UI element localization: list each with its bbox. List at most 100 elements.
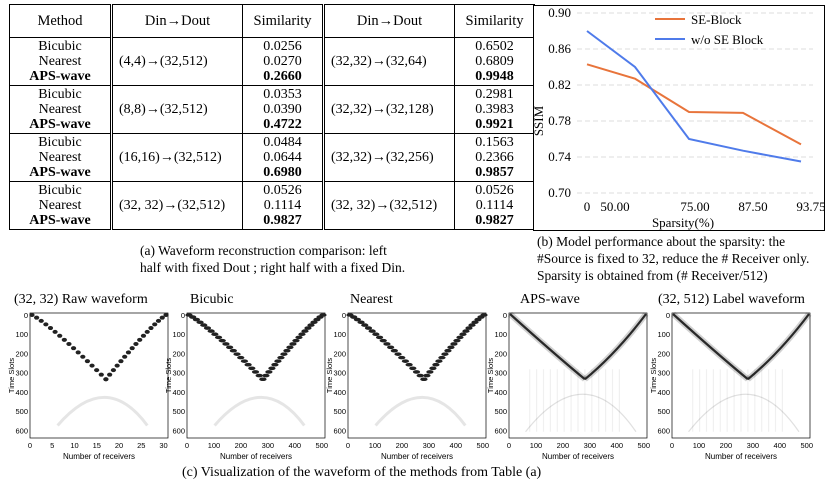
panel-ytick-label: 100 [494, 330, 507, 339]
caption-a-line1: (a) Waveform reconstruction comparison: … [140, 243, 387, 258]
panel-ytick-label: 600 [494, 426, 507, 435]
similarity-value: 0.1114 [475, 198, 514, 213]
similarity-value: 0.2660 [263, 69, 302, 84]
header-similarity-right: Similarity [454, 4, 535, 38]
similarity-cell: 0.0353 0.0390 0.4722 [242, 85, 324, 134]
panel-ytick-label: 500 [494, 407, 507, 416]
chart-ytick-label: 0.82 [548, 77, 571, 92]
chart-ytick-label: 0.74 [548, 149, 571, 164]
panel-xtick-label: 25 [137, 441, 145, 450]
series-line-wo-se-block [586, 30, 802, 163]
method-name: APS-wave [29, 69, 91, 84]
similarity-value: 0.1114 [263, 198, 302, 213]
waveform-image [185, 313, 327, 427]
method-name: Bicubic [38, 135, 82, 150]
panel-ylabel: Time Slots [650, 358, 658, 393]
panel-xtick-label: 400 [774, 441, 787, 450]
panel-title: Nearest [350, 292, 393, 307]
panel-xtick-label: 400 [611, 441, 624, 450]
chart-xlabel: Sparsity(%) [652, 215, 714, 230]
similarity-value: 0.0644 [263, 150, 302, 165]
panel-xtick-label: 100 [693, 441, 706, 450]
panel-ytick-label: 600 [657, 426, 670, 435]
waveform-panel: 0 100 200 300 400 500 600 Time Slots 0 100 200 300 4… [165, 311, 329, 461]
panel-ytick-label: 500 [15, 407, 28, 416]
panel-ytick-label: 600 [333, 426, 346, 435]
method-name: Bicubic [38, 183, 82, 198]
caption-c: (c) Visualization of the waveform of the… [182, 465, 542, 480]
panel-ylabel: Time Slots [326, 358, 334, 393]
panel-ytick-label: 400 [172, 388, 185, 397]
panel-xtick-label: 5 [50, 441, 54, 450]
similarity-cell: 0.6502 0.6809 0.9948 [454, 37, 535, 86]
waveform-image [346, 313, 488, 427]
dims-cell: (32, 32)→(32,512) [322, 181, 455, 230]
panel-ytick-label: 300 [494, 369, 507, 378]
panel-xtick-label: 100 [369, 441, 382, 450]
similarity-value: 0.2366 [475, 150, 514, 165]
similarity-value: 0.3983 [475, 102, 514, 117]
panel-xtick-label: 200 [720, 441, 733, 450]
panel-xtick-label: 200 [235, 441, 248, 450]
similarity-value: 0.6809 [475, 54, 514, 69]
table-row: Bicubic Nearest APS-wave (16,16)→(32,512) 0.… [9, 133, 535, 182]
chart-ytick-label: 0.86 [548, 41, 571, 56]
panel-xtick-label: 400 [450, 441, 463, 450]
comparison-table: Method Din→Dout Similarity Din→Dout Simi… [9, 4, 535, 230]
panel-xtick-label: 100 [208, 441, 221, 450]
panel-ytick-label: 0 [342, 311, 346, 320]
dims-cell: (16,16)→(32,512) [110, 133, 243, 182]
panel-xtick-label: 500 [801, 441, 814, 450]
dims-cell: (32,32)→(32,64) [322, 37, 455, 86]
panel-ytick-label: 600 [15, 426, 28, 435]
waveform-image [670, 311, 812, 433]
caption-b-line3: Sparsity is obtained from (# Receiver/51… [537, 268, 768, 283]
panel-ytick-label: 400 [494, 388, 507, 397]
table-header-row: Method Din→Dout Similarity Din→Dout Simi… [9, 4, 535, 38]
panel-xtick-label: 0 [670, 441, 674, 450]
similarity-value: 0.9948 [475, 69, 514, 84]
method-name: Nearest [38, 102, 82, 117]
chart-ylabel: SSIM [533, 105, 546, 136]
method-name: APS-wave [29, 117, 91, 132]
panel-ytick-label: 400 [657, 388, 670, 397]
panel-ytick-label: 400 [333, 388, 346, 397]
header-din-dout-right: Din→Dout [322, 4, 455, 38]
method-cell: Bicubic Nearest APS-wave [9, 181, 112, 230]
panel-ytick-label: 200 [333, 349, 346, 358]
panel-ytick-label: 300 [15, 369, 28, 378]
panel-ylabel: Time Slots [487, 358, 495, 393]
panel-xtick-label: 500 [316, 441, 329, 450]
similarity-value: 0.1563 [475, 135, 514, 150]
header-method: Method [9, 4, 112, 38]
panel-ytick-label: 500 [333, 407, 346, 416]
table-row: Bicubic Nearest APS-wave (8,8)→(32,512) 0.03… [9, 85, 535, 134]
waveform-image [507, 311, 649, 433]
panel-ytick-label: 300 [657, 369, 670, 378]
panel-title: (32, 32) Raw waveform [14, 292, 148, 307]
dims-cell: (8,8)→(32,512) [110, 85, 243, 134]
method-name: Nearest [38, 150, 82, 165]
panel-xtick-label: 15 [93, 441, 101, 450]
panel-ytick-label: 100 [657, 330, 670, 339]
similarity-value: 0.0526 [475, 183, 514, 198]
similarity-value: 0.9827 [263, 213, 302, 228]
panel-xtick-label: 200 [557, 441, 570, 450]
panel-xtick-label: 0 [507, 441, 511, 450]
header-din-dout-left: Din→Dout [110, 4, 243, 38]
similarity-value: 0.9857 [475, 165, 514, 180]
dims-cell: (4,4)→(32,512) [110, 37, 243, 86]
similarity-cell: 0.2981 0.3983 0.9921 [454, 85, 535, 134]
panel-ytick-label: 200 [172, 349, 185, 358]
panel-xtick-label: 300 [747, 441, 760, 450]
ssim-sparsity-chart: 0.90 0.86 0.82 0.78 0.74 0.70 0 50.00 75.00 87.5… [533, 5, 825, 231]
similarity-cell: 0.0484 0.0644 0.6980 [242, 133, 324, 182]
header-similarity-left: Similarity [242, 4, 324, 38]
panel-ylabel: Time Slots [8, 358, 16, 393]
panel-xtick-label: 100 [530, 441, 543, 450]
caption-b-line2: #Source is fixed to 32, reduce the # Rec… [537, 251, 810, 266]
panel-title: APS-wave [520, 292, 580, 307]
panel-ytick-label: 600 [172, 426, 185, 435]
similarity-value: 0.0526 [263, 183, 302, 198]
table-row: Bicubic Nearest APS-wave (4,4)→(32,512) 0.02… [9, 37, 535, 86]
